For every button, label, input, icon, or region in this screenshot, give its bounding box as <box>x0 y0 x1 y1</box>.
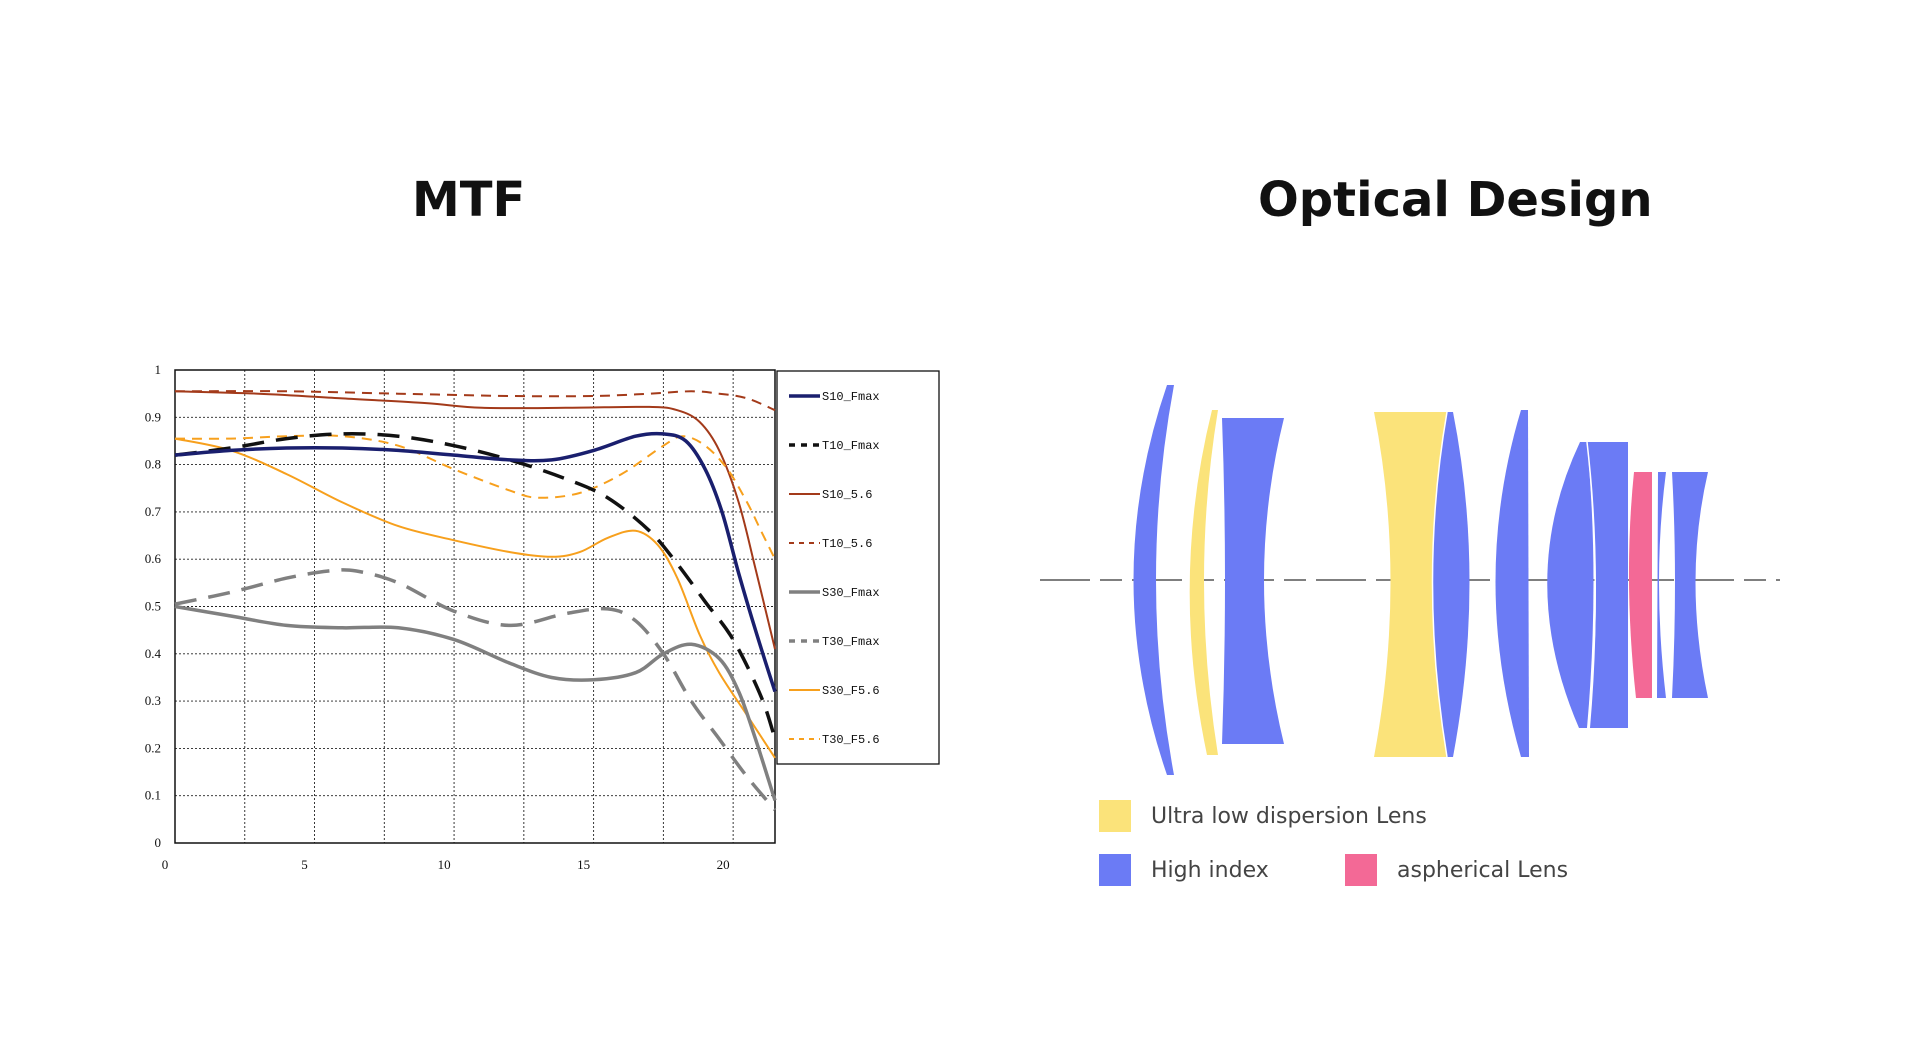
cemented-boundary <box>1431 411 1448 758</box>
ultra-low-dispersion-label: Ultra low dispersion Lens <box>1151 803 1427 829</box>
y-tick-label: 0.1 <box>145 788 161 803</box>
lens-diagram <box>1040 385 1780 775</box>
legend: S10_Fmax T10_Fmax S10_5.6 T10_5.6 S30_Fmax T3… <box>776 370 940 765</box>
y-tick-label: 0 <box>155 835 162 850</box>
legend-aspherical: aspherical Lens <box>1345 854 1568 886</box>
y-tick-label: 1 <box>155 362 162 377</box>
high-index-swatch <box>1099 854 1131 886</box>
grid <box>175 370 775 843</box>
legend-high-index: High index <box>1099 854 1269 886</box>
legend-ultra-low-dispersion: Ultra low dispersion Lens <box>1099 800 1427 832</box>
x-tick-label: 15 <box>577 857 590 872</box>
y-tick-label: 0.4 <box>145 646 162 661</box>
legend-label: T30_F5.6 <box>822 733 880 747</box>
series-line-t10-5-6 <box>174 390 776 412</box>
y-tick-label: 0.8 <box>145 457 161 472</box>
y-tick-label: 0.2 <box>145 740 161 755</box>
lens-element-8-high-index <box>1587 442 1628 728</box>
lens-element-4-ultra-low-dispersion <box>1374 412 1447 757</box>
ultra-low-dispersion-swatch <box>1099 800 1131 832</box>
mtf-chart: 00.10.20.30.40.50.60.70.80.910 5 10 15 20 S1… <box>145 362 940 872</box>
legend-box <box>776 370 940 765</box>
series <box>174 390 777 812</box>
lens-element-1-high-index <box>1133 385 1174 775</box>
legend-label: T10_Fmax <box>822 439 880 453</box>
x-tick-label: 5 <box>301 857 308 872</box>
y-tick-label: 0.9 <box>145 409 161 424</box>
lens-element-6-high-index <box>1495 410 1529 757</box>
optical-design-title: Optical Design <box>1258 172 1653 228</box>
series-line-t30-fmax <box>174 568 777 812</box>
x-tick-label: 20 <box>717 857 730 872</box>
lens-element-10-high-index <box>1657 472 1666 698</box>
legend-label: S30_F5.6 <box>822 684 880 698</box>
legend-label: S10_5.6 <box>822 488 872 502</box>
x-tick-label: 0 <box>162 857 169 872</box>
lens-element-9-aspherical <box>1628 472 1652 698</box>
series-line-s30-f5-6 <box>174 437 776 759</box>
mtf-title: MTF <box>412 172 526 228</box>
lens-element-11-high-index <box>1672 472 1708 698</box>
aspherical-label: aspherical Lens <box>1397 857 1569 883</box>
x-tick-label: 10 <box>438 857 451 872</box>
high-index-label: High index <box>1151 857 1269 883</box>
series-line-s10-fmax <box>174 431 777 693</box>
y-tick-label: 0.3 <box>145 693 161 708</box>
legend-label: T10_5.6 <box>822 537 872 551</box>
y-tick-label: 0.6 <box>145 551 162 566</box>
legend-label: S10_Fmax <box>822 390 880 404</box>
lens-element-2-ultra-low-dispersion <box>1189 410 1218 755</box>
aspherical-swatch <box>1345 854 1377 886</box>
legend-label: S30_Fmax <box>822 586 880 600</box>
cemented-boundary <box>1586 441 1597 729</box>
series-line-s30-fmax <box>174 604 777 801</box>
legend-label: T30_Fmax <box>822 635 880 649</box>
series-line-t30-f5-6 <box>174 434 776 560</box>
series-line-s10-5-6 <box>174 390 776 650</box>
series-line-t10-fmax <box>174 432 777 740</box>
lens-element-3-high-index <box>1222 418 1284 744</box>
lens-element-5-high-index <box>1432 412 1470 757</box>
axes: 00.10.20.30.40.50.60.70.80.910 5 10 15 20 <box>145 362 776 872</box>
y-tick-label: 0.7 <box>145 504 162 519</box>
y-tick-label: 0.5 <box>145 599 161 614</box>
lens-element-7-high-index <box>1547 442 1594 728</box>
